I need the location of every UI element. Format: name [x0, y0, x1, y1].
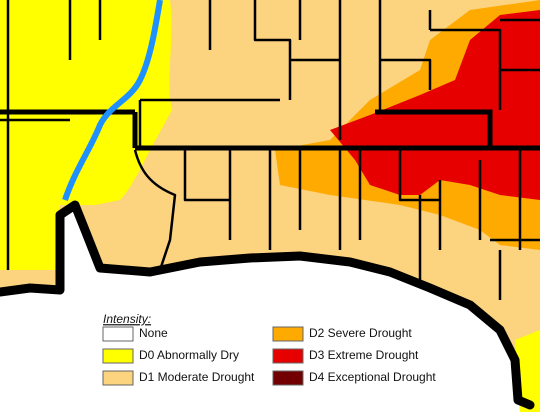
river: [62, 0, 163, 201]
legend-swatch: [272, 348, 304, 364]
coastline: [0, 200, 535, 410]
legend-swatch: [272, 370, 304, 386]
county-lines: [0, 0, 540, 300]
legend-label: D4 Exceptional Drought: [309, 370, 436, 384]
legend-swatch: [102, 370, 134, 386]
legend: Intensity: None D0 Abnormally Dry D1 Moder…: [102, 312, 436, 386]
d3-area: [330, 10, 540, 200]
legend-swatch: [102, 348, 134, 364]
legend-label: D3 Extreme Drought: [309, 348, 419, 362]
d0-area: [0, 0, 172, 270]
legend-label: D1 Moderate Drought: [139, 370, 255, 384]
legend-label: D2 Severe Drought: [309, 326, 412, 340]
legend-title: Intensity:: [103, 312, 151, 326]
legend-swatch: [102, 326, 134, 342]
legend-label: None: [139, 326, 168, 340]
legend-label: D0 Abnormally Dry: [139, 348, 239, 362]
legend-swatch: [272, 326, 304, 342]
